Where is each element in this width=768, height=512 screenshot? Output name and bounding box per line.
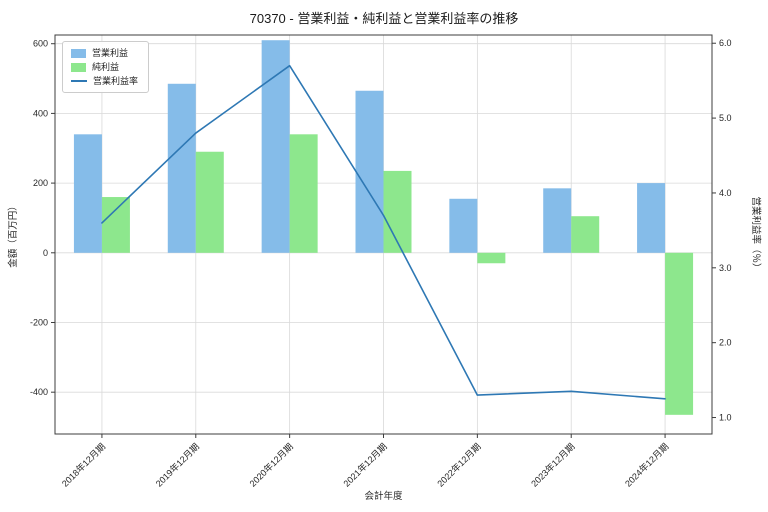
legend-label-operating-margin: 営業利益率 bbox=[93, 76, 139, 86]
legend-swatch-net-profit-icon bbox=[71, 62, 86, 72]
y-axis-label-right: 営業利益率（％） bbox=[750, 196, 762, 272]
chart-title: 70370 - 営業利益・純利益と営業利益率の推移 bbox=[249, 11, 519, 26]
ytick-label-right: 6.0 bbox=[719, 38, 732, 48]
legend-label-net-profit: 純利益 bbox=[92, 62, 120, 72]
legend-swatch-operating-profit-icon bbox=[71, 48, 86, 58]
legend-swatch-operating-margin-icon bbox=[71, 80, 87, 82]
legend-label-operating-profit: 営業利益 bbox=[92, 48, 129, 58]
line-series-operating-margin bbox=[101, 64, 666, 400]
legend-item-operating-profit: 営業利益 bbox=[71, 48, 138, 58]
bar-series1-cat0 bbox=[101, 197, 130, 253]
legend-item-net-profit: 純利益 bbox=[71, 62, 138, 72]
bar-series0-cat5 bbox=[543, 188, 572, 253]
xtick-label: 2021年12月期 bbox=[341, 441, 389, 489]
legend: 営業利益 純利益 営業利益率 bbox=[62, 41, 150, 93]
bar-series1-cat4 bbox=[477, 252, 506, 264]
ytick-label-left: 600 bbox=[33, 39, 48, 49]
ytick-label-right: 5.0 bbox=[719, 113, 732, 123]
ytick-label-right: 3.0 bbox=[719, 263, 732, 273]
ytick-label-right: 1.0 bbox=[719, 413, 732, 423]
xtick-label: 2019年12月期 bbox=[153, 441, 201, 489]
bar-series0-cat6 bbox=[637, 183, 666, 253]
ytick-label-left: 0 bbox=[43, 248, 48, 258]
xtick-label: 2020年12月期 bbox=[247, 441, 295, 489]
x-axis-label: 会計年度 bbox=[364, 490, 403, 502]
bar-series0-cat0 bbox=[73, 134, 102, 253]
xtick-label: 2018年12月期 bbox=[59, 441, 107, 489]
xtick-label: 2022年12月期 bbox=[435, 441, 483, 489]
ytick-label-left: -400 bbox=[30, 387, 48, 397]
bar-series0-cat4 bbox=[449, 198, 478, 253]
ytick-label-right: 2.0 bbox=[719, 338, 732, 348]
bar-series1-cat1 bbox=[195, 151, 224, 253]
bar-series1-cat5 bbox=[571, 216, 600, 253]
bar-series0-cat1 bbox=[167, 83, 196, 253]
bar-series0-cat2 bbox=[261, 40, 290, 253]
ytick-label-right: 4.0 bbox=[719, 188, 732, 198]
bar-series1-cat6 bbox=[665, 252, 694, 415]
ytick-label-left: -200 bbox=[30, 317, 48, 327]
xtick-label: 2023年12月期 bbox=[529, 441, 577, 489]
y-axis-label-left: 金額（百万円） bbox=[7, 201, 19, 268]
ytick-label-left: 400 bbox=[33, 108, 48, 118]
bar-series1-cat3 bbox=[383, 170, 412, 253]
legend-item-operating-margin: 営業利益率 bbox=[71, 76, 138, 86]
ytick-label-left: 200 bbox=[33, 178, 48, 188]
xtick-label: 2024年12月期 bbox=[622, 441, 670, 489]
bar-series0-cat3 bbox=[355, 90, 384, 253]
bar-series1-cat2 bbox=[289, 134, 318, 253]
